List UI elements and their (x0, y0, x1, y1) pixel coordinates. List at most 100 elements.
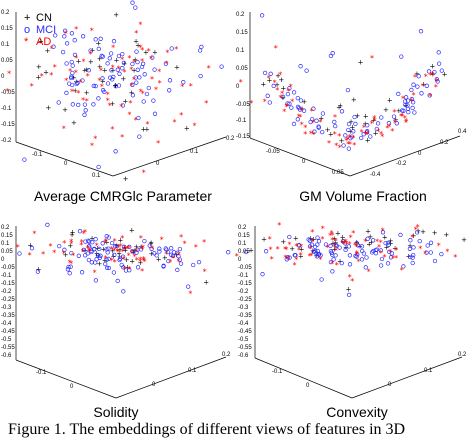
scatter-point-mci (170, 253, 176, 259)
scatter-point-ad: * (294, 256, 298, 265)
z-tick: -0.1 (236, 118, 247, 124)
scatter-point-mci (181, 80, 186, 85)
scatter-point-mci (320, 129, 325, 135)
z-tick: -0.4 (238, 321, 249, 327)
scatter-point-ad: * (188, 289, 192, 298)
scatter-point-ad: * (290, 98, 294, 107)
scatter-point-mci (293, 253, 298, 258)
legend-label-mci: MCI (36, 24, 56, 36)
scatter-point-ad: * (112, 247, 116, 256)
scatter-point-mci (436, 50, 441, 55)
scatter-point-mci (109, 240, 115, 246)
scatter-point-ad: * (71, 251, 75, 260)
scatter-point-ad: * (127, 54, 131, 63)
y-tick: 0 (388, 382, 392, 388)
scatter-point-mci (267, 100, 272, 105)
scatter-point-ad: * (165, 60, 169, 69)
scatter-point-mci (287, 86, 292, 91)
scatter-point-mci (106, 256, 111, 262)
figure-canvas: + CN o MCI * AD +++++++++++++++++++++ +++… (1, 0, 467, 420)
scatter-point-mci (62, 28, 68, 33)
scatter-point-ad: * (138, 258, 142, 267)
x-tick: 0.05 (332, 170, 344, 176)
z-tick: -0.2 (1, 138, 12, 144)
scatter-point-cn: + (335, 229, 341, 237)
panel-cmrglc-x-ticks: -0.1 0 0.1 (32, 152, 101, 179)
scatter-point-ad: * (383, 253, 387, 262)
z-tick: -0.1 (1, 273, 12, 279)
scatter-point-ad: * (285, 102, 289, 111)
scatter-point-cn: + (184, 125, 190, 133)
panel-title: GM Volume Fraction (299, 188, 427, 204)
x-tick: 0 (64, 161, 68, 167)
scatter-point-mci (345, 87, 351, 93)
legend-label-cn: CN (36, 12, 52, 24)
z-tick: 0.15 (236, 30, 248, 36)
scatter-point-cn: + (84, 89, 90, 97)
scatter-point-mci (385, 240, 391, 246)
scatter-point-ad: * (284, 246, 288, 255)
scatter-point-ad: * (69, 240, 73, 249)
scatter-point-mci (67, 81, 72, 86)
panel-convexity-z-ticks: 0.2 0.15 0.1 0.05 0 -0.05 -0.1 -0.15 -0.… (238, 225, 252, 359)
scatter-point-mci (411, 245, 416, 250)
scatter-point-mci (405, 103, 410, 108)
scatter-point-cn: + (349, 124, 355, 132)
panel-solidity: ++++++ ++++++++ ++++++++++ ++++ ++++++++ ++++… (1, 222, 231, 420)
panel-convexity-points: + ++++ ++++++ +++++ ++++++++++++ + ++++++++ + ++… (226, 221, 467, 298)
scatter-point-cn: + (72, 87, 78, 95)
scatter-point-mci (175, 267, 180, 273)
scatter-point-mci (22, 157, 27, 162)
scatter-point-ad: * (348, 273, 352, 282)
scatter-point-mci (106, 265, 112, 271)
scatter-point-ad: * (334, 237, 338, 246)
scatter-point-cn: + (318, 114, 324, 122)
scatter-point-ad: * (423, 249, 427, 258)
scatter-point-ad: * (351, 134, 355, 143)
scatter-point-mci (142, 72, 147, 77)
scatter-point-mci (29, 246, 35, 251)
scatter-point-cn: + (328, 130, 334, 138)
scatter-point-ad: * (363, 238, 367, 247)
scatter-point-mci (352, 114, 357, 120)
z-tick: 0.2 (236, 12, 245, 18)
scatter-point-mci (161, 264, 166, 269)
scatter-point-cn: + (299, 105, 305, 113)
scatter-point-cn: + (310, 247, 316, 255)
scatter-point-ad: * (69, 237, 73, 246)
scatter-point-mci (364, 130, 370, 135)
scatter-point-cn: + (45, 104, 51, 112)
scatter-point-mci (198, 73, 203, 79)
scatter-point-ad: * (355, 250, 359, 259)
scatter-point-mci (93, 83, 98, 89)
scatter-point-ad: * (311, 131, 315, 140)
scatter-point-ad: * (338, 144, 342, 153)
x-tick: 0.1 (92, 173, 101, 179)
scatter-point-ad: * (370, 120, 374, 129)
scatter-point-mci (354, 241, 359, 246)
scatter-point-cn: + (36, 63, 42, 71)
scatter-point-mci (197, 48, 203, 53)
scatter-point-ad: * (267, 74, 271, 83)
scatter-point-mci (391, 114, 397, 119)
scatter-point-cn: + (121, 244, 127, 252)
scatter-point-ad: * (140, 57, 144, 66)
scatter-point-ad: * (52, 248, 56, 257)
scatter-point-ad: * (32, 230, 36, 239)
scatter-point-mci (263, 249, 269, 254)
scatter-point-mci (120, 254, 126, 259)
scatter-point-mci (110, 77, 115, 82)
y-tick: 0.1 (188, 368, 197, 374)
scatter-point-mci (309, 242, 315, 247)
scatter-point-cn: + (174, 64, 180, 72)
scatter-point-ad: * (335, 261, 339, 270)
scatter-point-mci (97, 246, 102, 252)
scatter-point-ad: * (379, 249, 383, 258)
scatter-point-ad: * (348, 240, 352, 249)
scatter-point-mci (306, 237, 311, 242)
z-tick: 0 (1, 74, 5, 80)
scatter-point-mci (380, 230, 386, 235)
scatter-point-ad: * (393, 118, 397, 127)
scatter-point-mci (130, 82, 135, 87)
scatter-point-mci (142, 238, 147, 244)
